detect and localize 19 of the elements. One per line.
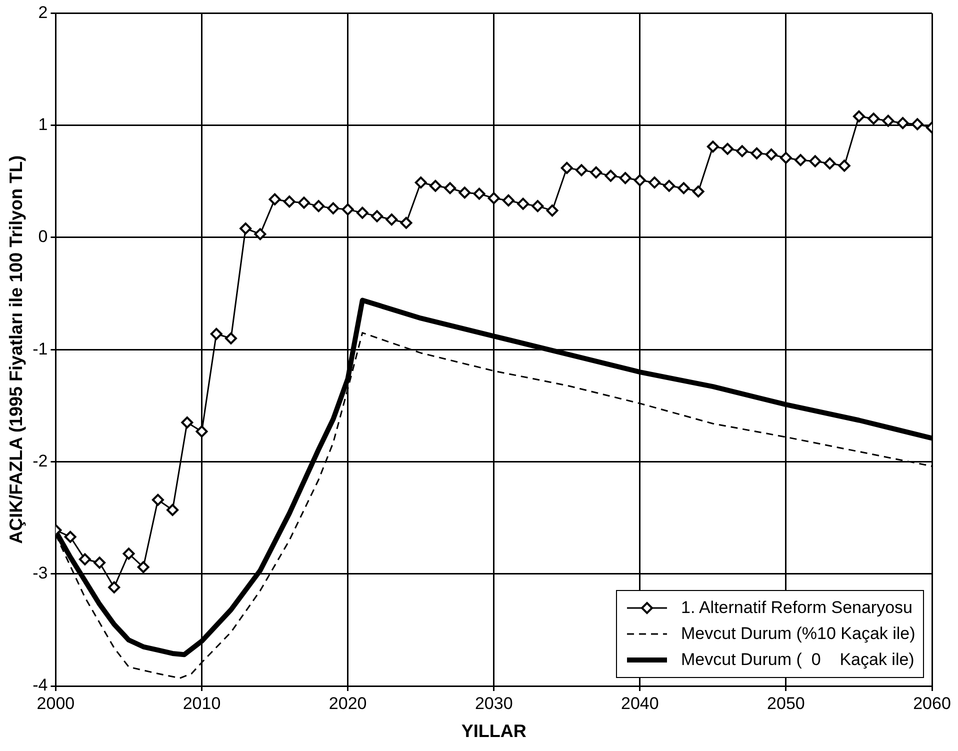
y-tick-label: -3 — [32, 564, 48, 583]
y-tick-label: 0 — [38, 227, 48, 246]
legend-label: Mevcut Durum (%10 Kaçak ile) — [681, 624, 916, 644]
x-axis-title: YILLAR — [461, 721, 526, 742]
y-tick-label: -2 — [32, 451, 48, 470]
x-tick-label: 2030 — [474, 694, 513, 713]
y-tick-label: -4 — [32, 676, 48, 695]
y-tick-label: 2 — [38, 2, 48, 22]
legend-label: Mevcut Durum ( 0 Kaçak ile) — [681, 650, 914, 670]
x-tick-label: 2020 — [328, 694, 367, 713]
x-tick-label: 2010 — [182, 694, 221, 713]
y-tick-label: -1 — [32, 339, 48, 358]
x-tick-label: 2060 — [913, 694, 951, 713]
x-tick-label: 2040 — [620, 694, 659, 713]
x-tick-label: 2050 — [767, 694, 805, 713]
y-tick-label: 1 — [38, 115, 48, 134]
x-tick-label: 2000 — [36, 694, 75, 713]
y-axis-title: AÇIK/FAZLA (1995 Fiyatları ile 100 Trilyon TL) — [6, 155, 26, 544]
legend-label: 1. Alternatif Reform Senaryosu — [681, 598, 913, 618]
